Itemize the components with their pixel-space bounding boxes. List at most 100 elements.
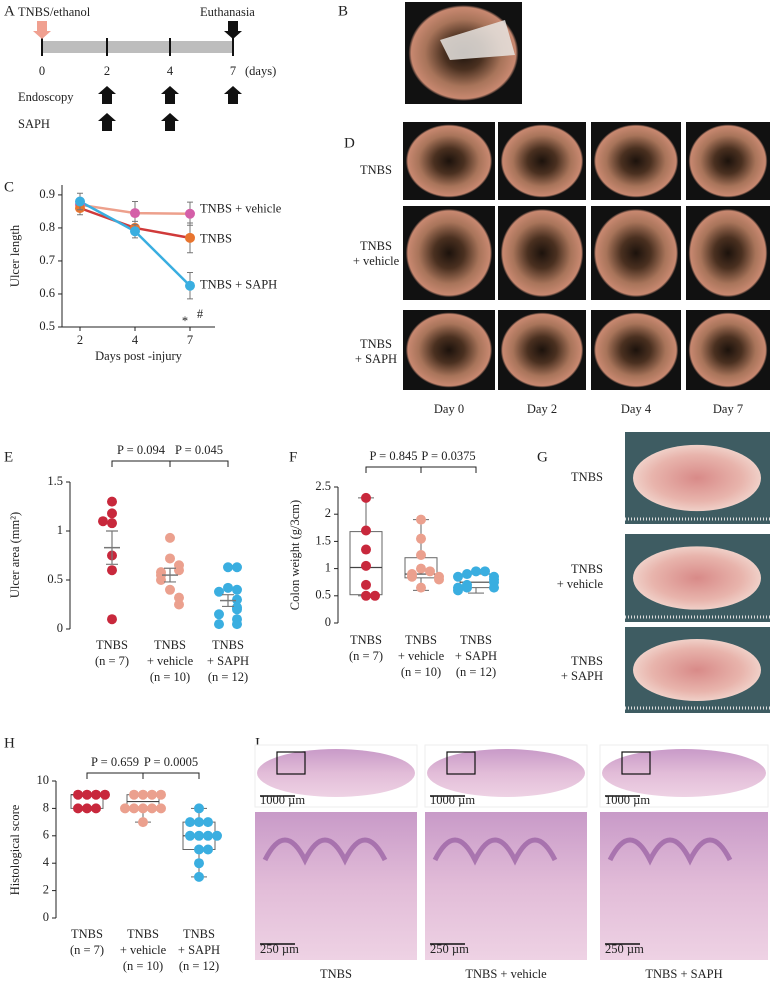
- x-tick-label: (n = 10): [123, 959, 163, 973]
- y-tick-label: 0.5: [315, 588, 331, 602]
- colon-tissue: [633, 444, 761, 512]
- x-tick-label: (n = 7): [70, 943, 104, 957]
- x-tick-label: (n = 12): [208, 670, 248, 684]
- tissue-section: [427, 749, 585, 797]
- y-tick-label: 0.5: [39, 319, 55, 333]
- p-value: P = 0.659: [91, 755, 139, 769]
- panel-letter: A: [4, 3, 15, 19]
- x-tick-label: TNBS: [350, 633, 382, 647]
- y-tick-label: 6: [43, 828, 49, 842]
- start-label: TNBS/ethanol: [18, 5, 91, 19]
- x-tick-label: + SAPH: [207, 654, 249, 668]
- day-label: 4: [167, 64, 174, 78]
- endoscopy-lumen: [500, 208, 584, 298]
- y-axis-title: Histological score: [8, 804, 22, 895]
- point: [203, 817, 213, 828]
- scale-label: 1000 µm: [260, 793, 305, 807]
- annotation: #: [197, 307, 204, 321]
- point: [194, 858, 204, 869]
- point: [165, 532, 175, 543]
- point: [107, 518, 117, 529]
- point: [194, 803, 204, 814]
- point: [194, 817, 204, 828]
- point: [138, 817, 148, 828]
- column-label: Day 4: [621, 402, 652, 416]
- row-label: TNBS: [360, 163, 392, 177]
- x-tick-label: (n = 12): [179, 959, 219, 973]
- point: [489, 582, 499, 593]
- point: [407, 571, 417, 582]
- point: [156, 789, 166, 800]
- scale-label: 250 µm: [260, 942, 299, 956]
- point: [73, 789, 83, 800]
- point: [203, 830, 213, 841]
- timeline-bar: [42, 41, 233, 53]
- point: [453, 585, 463, 596]
- panel-letter: F: [289, 449, 297, 465]
- x-axis-title: Days post -injury: [95, 349, 183, 363]
- point: [361, 492, 371, 503]
- scale-label: 1000 µm: [605, 793, 650, 807]
- day-label: 7: [230, 64, 236, 78]
- panel-letter: B: [338, 3, 348, 19]
- endoscopy-lumen: [593, 124, 679, 198]
- x-tick-label: TNBS: [96, 638, 128, 652]
- panel-letter: G: [537, 449, 548, 465]
- x-tick-label: (n = 7): [95, 654, 129, 668]
- arrow: [98, 86, 116, 104]
- arrow: [98, 113, 116, 131]
- panel-letter: D: [344, 135, 355, 151]
- point: [361, 579, 371, 590]
- point: [107, 565, 117, 576]
- bracket: [365, 466, 422, 473]
- colon-tissue: [633, 546, 761, 610]
- point: [232, 604, 242, 615]
- row-label: TNBS: [571, 654, 603, 668]
- inset-box: [276, 751, 306, 775]
- arrow: [161, 113, 179, 131]
- point: [73, 803, 83, 814]
- panel-letter: C: [4, 179, 14, 195]
- legend-label: TNBS + SAPH: [200, 278, 277, 292]
- point: [361, 525, 371, 536]
- point: [194, 830, 204, 841]
- point: [129, 789, 139, 800]
- point: [147, 803, 157, 814]
- y-tick-label: 0.5: [47, 572, 63, 586]
- row-label: + SAPH: [561, 669, 603, 683]
- point: [232, 619, 242, 630]
- x-tick-label: TNBS: [154, 638, 186, 652]
- y-tick-label: 4: [43, 855, 50, 869]
- bracket: [86, 772, 144, 779]
- point: [425, 566, 435, 577]
- point: [82, 789, 92, 800]
- endoscopy-lumen: [500, 124, 584, 198]
- y-tick-label: 0: [57, 621, 63, 635]
- point: [185, 280, 195, 291]
- point: [185, 817, 195, 828]
- y-tick-label: 1: [325, 560, 331, 574]
- bracket: [169, 460, 229, 467]
- endoscopy-lumen: [688, 208, 768, 298]
- crypts: [607, 837, 733, 866]
- day-label: 2: [104, 64, 110, 78]
- row-label: TNBS: [571, 470, 603, 484]
- row-label: TNBS: [360, 337, 392, 351]
- y-tick-label: 1.5: [47, 474, 63, 488]
- y-tick-label: 0.6: [39, 286, 55, 300]
- point: [214, 609, 224, 620]
- y-tick-label: 2.5: [315, 479, 331, 493]
- point: [107, 508, 117, 519]
- panel-letter: H: [4, 735, 15, 751]
- x-tick-label: + SAPH: [178, 943, 220, 957]
- tissue-section: [602, 749, 766, 797]
- x-tick-label: TNBS: [183, 927, 215, 941]
- legend-label: TNBS + vehicle: [200, 202, 282, 216]
- point: [223, 562, 233, 573]
- x-tick-label: TNBS: [127, 927, 159, 941]
- panel-letter: I: [255, 735, 260, 751]
- point: [120, 803, 130, 814]
- x-tick-label: + SAPH: [455, 649, 497, 663]
- point: [214, 619, 224, 630]
- point: [156, 803, 166, 814]
